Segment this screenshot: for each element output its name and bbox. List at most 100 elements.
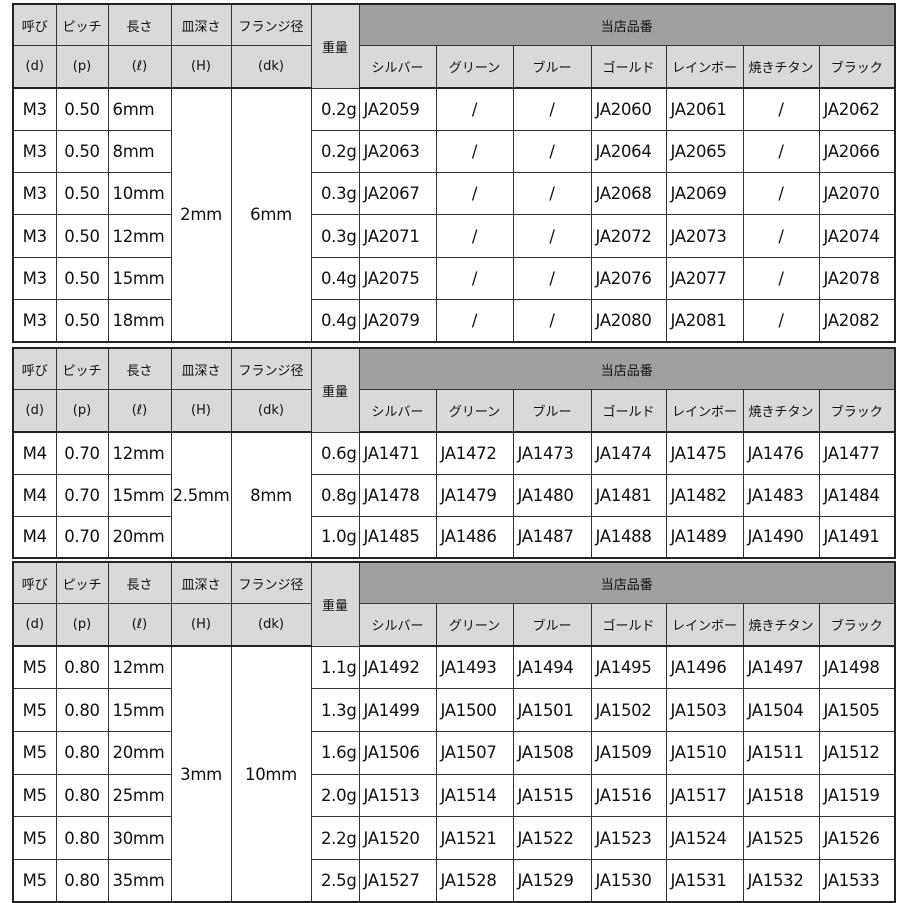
header-flange-symbol: (dk) xyxy=(230,603,312,647)
product-code: JA1496 xyxy=(665,645,744,690)
product-code: / xyxy=(742,298,820,343)
product-code: JA1487 xyxy=(512,515,592,559)
nominal-size: M3 xyxy=(12,172,57,216)
weight: 1.6g xyxy=(310,730,360,775)
product-code: JA1489 xyxy=(665,515,744,559)
product-code: JA2065 xyxy=(665,129,744,174)
product-code: JA1473 xyxy=(512,431,592,475)
weight: 0.8g xyxy=(310,473,360,517)
product-code: / xyxy=(742,214,820,258)
length: 15mm xyxy=(107,256,172,300)
pitch: 0.50 xyxy=(55,172,109,216)
pitch: 0.50 xyxy=(55,87,109,131)
product-code: JA1507 xyxy=(435,730,514,775)
product-code: JA1492 xyxy=(358,645,437,690)
header-length-symbol: (ℓ) xyxy=(107,45,172,89)
header-color: グリーン xyxy=(435,603,514,647)
nominal-size: M5 xyxy=(12,688,57,732)
header-depth-symbol: (H) xyxy=(170,389,232,433)
header-color: ゴールド xyxy=(590,45,667,89)
header-color: ゴールド xyxy=(590,603,667,647)
nominal-size: M3 xyxy=(12,256,57,300)
nominal-size: M5 xyxy=(12,816,57,860)
product-code: / xyxy=(512,87,592,131)
product-code: JA1499 xyxy=(358,688,437,732)
length: 30mm xyxy=(107,816,172,860)
header-pitch: ピッチ xyxy=(55,347,109,390)
product-code: JA1490 xyxy=(742,515,820,559)
product-code: JA2076 xyxy=(590,256,667,300)
table-row: M5 0.80 30mm 2.2g JA1520 JA1521 JA1522 JA1523 JA… xyxy=(12,816,896,860)
product-code: JA1504 xyxy=(742,688,820,732)
nominal-size: M5 xyxy=(12,858,57,903)
product-code: JA1472 xyxy=(435,431,514,475)
product-code: / xyxy=(435,298,514,343)
header-store-code: 当店品番 xyxy=(358,561,896,604)
table-row: M5 0.80 35mm 2.5g JA1527 JA1528 JA1529 JA1530 JA… xyxy=(12,858,896,903)
header-color: ブラック xyxy=(818,603,896,647)
product-code: JA1481 xyxy=(590,473,667,517)
product-code: JA1478 xyxy=(358,473,437,517)
product-code: JA1482 xyxy=(665,473,744,517)
nominal-size: M5 xyxy=(12,773,57,818)
table-row: M5 0.80 25mm 2.0g JA1513 JA1514 JA1515 JA1516 JA… xyxy=(12,773,896,818)
product-code: JA2067 xyxy=(358,172,437,216)
product-code: JA1480 xyxy=(512,473,592,517)
header-store-code: 当店品番 xyxy=(358,3,896,46)
product-code: JA1517 xyxy=(665,773,744,818)
table-row: M3 0.50 15mm 0.4g JA2075// JA2076 JA2077/JA207… xyxy=(12,256,896,300)
product-code: JA2064 xyxy=(590,129,667,174)
product-code: JA1530 xyxy=(590,858,667,903)
product-code: JA1484 xyxy=(818,473,896,517)
header-depth-symbol: (H) xyxy=(170,603,232,647)
pitch: 0.70 xyxy=(55,431,109,475)
nominal-size: M5 xyxy=(12,730,57,775)
product-code: JA1523 xyxy=(590,816,667,860)
pitch: 0.70 xyxy=(55,515,109,559)
product-code: JA1513 xyxy=(358,773,437,818)
product-code: JA2080 xyxy=(590,298,667,343)
nominal-size: M3 xyxy=(12,214,57,258)
countersink-depth: 3mm xyxy=(170,645,232,903)
nominal-size: M4 xyxy=(12,431,57,475)
header-store-code: 当店品番 xyxy=(358,347,896,390)
length: 8mm xyxy=(107,129,172,174)
product-code: / xyxy=(742,87,820,131)
product-code: JA1506 xyxy=(358,730,437,775)
product-code: JA2072 xyxy=(590,214,667,258)
table-row: M4 0.70 15mm 0.8g JA1478 JA1479 JA1480 JA1481 JA… xyxy=(12,473,896,517)
length: 35mm xyxy=(107,858,172,903)
header-depth: 皿深さ xyxy=(170,347,232,390)
countersink-depth: 2mm xyxy=(170,87,232,343)
product-code: JA2063 xyxy=(358,129,437,174)
header-color: シルバー xyxy=(358,45,437,89)
header-color: ゴールド xyxy=(590,389,667,433)
header-pitch-symbol: (p) xyxy=(55,603,109,647)
header-flange: フランジ径 xyxy=(230,3,312,46)
product-code: JA1491 xyxy=(818,515,896,559)
nominal-size: M3 xyxy=(12,298,57,343)
product-code: JA1505 xyxy=(818,688,896,732)
length: 15mm xyxy=(107,688,172,732)
nominal-size: M5 xyxy=(12,645,57,690)
length: 20mm xyxy=(107,730,172,775)
product-code: / xyxy=(435,87,514,131)
product-code: JA1532 xyxy=(742,858,820,903)
product-code: JA1528 xyxy=(435,858,514,903)
product-code: JA1495 xyxy=(590,645,667,690)
product-code: JA2078 xyxy=(818,256,896,300)
weight: 2.5g xyxy=(310,858,360,903)
product-code: JA1485 xyxy=(358,515,437,559)
header-color: シルバー xyxy=(358,603,437,647)
pitch: 0.80 xyxy=(55,816,109,860)
product-code: JA2075 xyxy=(358,256,437,300)
product-code: JA1486 xyxy=(435,515,514,559)
product-code: / xyxy=(742,256,820,300)
product-code: JA1515 xyxy=(512,773,592,818)
product-code: JA1498 xyxy=(818,645,896,690)
product-code: JA1503 xyxy=(665,688,744,732)
header-length: 長さ xyxy=(107,347,172,390)
product-code: JA2069 xyxy=(665,172,744,216)
table-row: M3 0.50 8mm 0.2g JA2063// JA2064 JA2065/JA2066 xyxy=(12,129,896,174)
weight: 0.4g xyxy=(310,298,360,343)
